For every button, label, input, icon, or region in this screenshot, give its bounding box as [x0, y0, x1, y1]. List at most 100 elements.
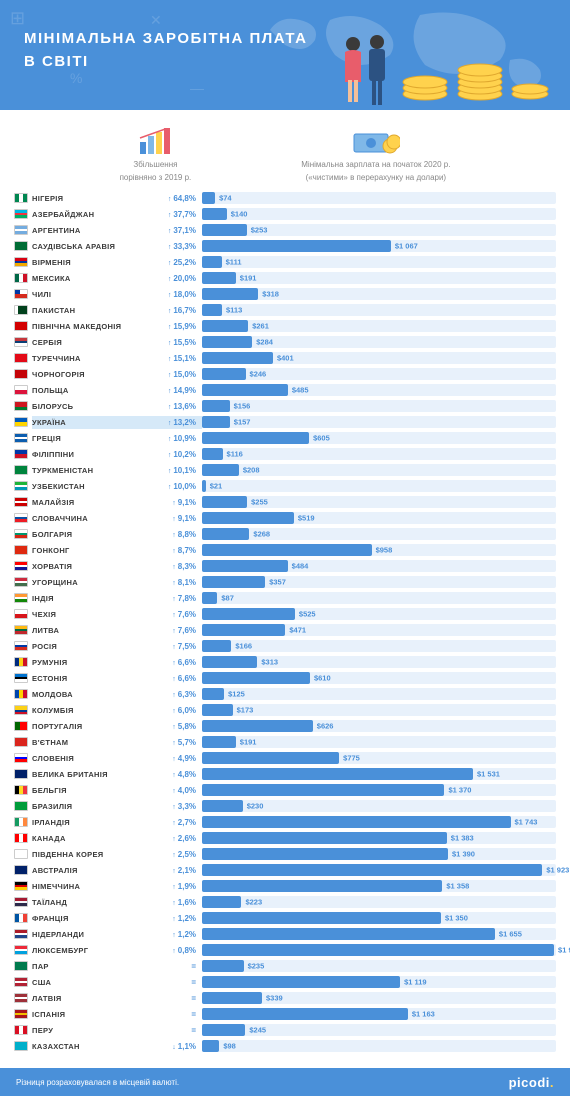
salary-value: $318 [262, 290, 279, 299]
percent-change: ↑9,1% [160, 496, 202, 509]
salary-bar-track: $605 [202, 432, 556, 444]
percent-change: ↑2,6% [160, 832, 202, 845]
table-row: АРГЕНТИНА↑37,1%$253 [14, 222, 556, 238]
salary-bar [202, 592, 217, 604]
salary-bar-track: $313 [202, 656, 556, 668]
flag-icon [14, 401, 28, 411]
country-name: СЛОВЕНІЯ [32, 752, 160, 765]
salary-bar [202, 224, 247, 236]
country-name: БЕЛЬГІЯ [32, 784, 160, 797]
flag-icon [14, 737, 28, 747]
percent-change: = [160, 960, 202, 973]
deco-x-icon: ✕ [150, 12, 162, 29]
country-name: АРГЕНТИНА [32, 224, 160, 237]
percent-change: ↑6,6% [160, 672, 202, 685]
salary-value: $1 119 [404, 978, 427, 987]
salary-bar [202, 768, 473, 780]
country-name: ПАКИСТАН [32, 304, 160, 317]
country-name: ВІРМЕНІЯ [32, 256, 160, 269]
country-name: ХОРВАТІЯ [32, 560, 160, 573]
percent-change: ↑10,1% [160, 464, 202, 477]
salary-value: $958 [376, 546, 393, 555]
percent-change: = [160, 992, 202, 1005]
salary-value: $140 [231, 210, 248, 219]
salary-value: $191 [240, 274, 257, 283]
flag-icon [14, 945, 28, 955]
country-name: ІСПАНІЯ [32, 1008, 160, 1021]
country-name: КОЛУМБІЯ [32, 704, 160, 717]
salary-bar-track: $208 [202, 464, 556, 476]
country-name: МАЛАЙЗІЯ [32, 496, 160, 509]
salary-bar-track: $775 [202, 752, 556, 764]
percent-change: ↑33,3% [160, 240, 202, 253]
country-name: УЗБЕКИСТАН [32, 480, 160, 493]
salary-bar-track: $253 [202, 224, 556, 236]
salary-bar-track: $1 923 [202, 864, 556, 876]
percent-change: ↑18,0% [160, 288, 202, 301]
salary-bar [202, 256, 222, 268]
table-row: ПАКИСТАН↑16,7%$113 [14, 302, 556, 318]
salary-value: $485 [292, 386, 309, 395]
flag-icon [14, 833, 28, 843]
salary-bar [202, 240, 391, 252]
salary-value: $173 [237, 706, 254, 715]
salary-bar [202, 832, 447, 844]
percent-change: ↑5,7% [160, 736, 202, 749]
flag-icon [14, 481, 28, 491]
flag-icon [14, 449, 28, 459]
salary-bar-track: $261 [202, 320, 556, 332]
table-row: ФІЛІППІНИ↑10,2%$116 [14, 446, 556, 462]
salary-value: $1 989 [558, 946, 570, 955]
percent-change: ↑64,8% [160, 192, 202, 205]
salary-bar [202, 288, 258, 300]
country-name: ЧИЛІ [32, 288, 160, 301]
flag-icon [14, 961, 28, 971]
logo-dot-icon: . [550, 1075, 554, 1090]
percent-change: ↑13,2% [160, 416, 202, 429]
flag-icon [14, 305, 28, 315]
flag-icon [14, 225, 28, 235]
table-row: БРАЗИЛІЯ↑3,3%$230 [14, 798, 556, 814]
salary-bar [202, 512, 294, 524]
salary-value: $191 [240, 738, 257, 747]
col2-line2: («чистими» в перерахунку на долари) [306, 173, 447, 182]
salary-bar [202, 864, 542, 876]
salary-value: $484 [292, 562, 309, 571]
table-row: ЛАТВІЯ=$339 [14, 990, 556, 1006]
salary-bar [202, 416, 230, 428]
salary-value: $230 [247, 802, 264, 811]
col2-line1: Мінімальна зарплата на початок 2020 р. [301, 160, 450, 169]
percent-change: ↑1,9% [160, 880, 202, 893]
flag-icon [14, 577, 28, 587]
flag-icon [14, 881, 28, 891]
flag-icon [14, 257, 28, 267]
coins-illustration [400, 52, 550, 102]
country-name: НІДЕРЛАНДИ [32, 928, 160, 941]
salary-bar [202, 528, 249, 540]
salary-value: $284 [256, 338, 273, 347]
salary-value: $87 [221, 594, 234, 603]
table-row: ІРЛАНДІЯ↑2,7%$1 743 [14, 814, 556, 830]
salary-bar-track: $1 743 [202, 816, 556, 828]
country-name: В'ЄТНАМ [32, 736, 160, 749]
country-name: ТАЇЛАНД [32, 896, 160, 909]
salary-value: $357 [269, 578, 286, 587]
table-row: ВІРМЕНІЯ↑25,2%$111 [14, 254, 556, 270]
flag-icon [14, 545, 28, 555]
salary-value: $21 [210, 482, 223, 491]
salary-bar-track: $111 [202, 256, 556, 268]
flag-icon [14, 785, 28, 795]
flag-icon [14, 993, 28, 1003]
salary-bar [202, 656, 257, 668]
brand-logo: picodi. [509, 1075, 554, 1090]
salary-bar-track: $157 [202, 416, 556, 428]
country-name: КАНАДА [32, 832, 160, 845]
flag-icon [14, 273, 28, 283]
table-row: МОЛДОВА↑6,3%$125 [14, 686, 556, 702]
salary-bar [202, 384, 288, 396]
salary-value: $1 390 [452, 850, 475, 859]
country-name: СЕРБІЯ [32, 336, 160, 349]
salary-bar-track: $1 383 [202, 832, 556, 844]
country-name: АВСТРАЛІЯ [32, 864, 160, 877]
table-row: ЕСТОНІЯ↑6,6%$610 [14, 670, 556, 686]
